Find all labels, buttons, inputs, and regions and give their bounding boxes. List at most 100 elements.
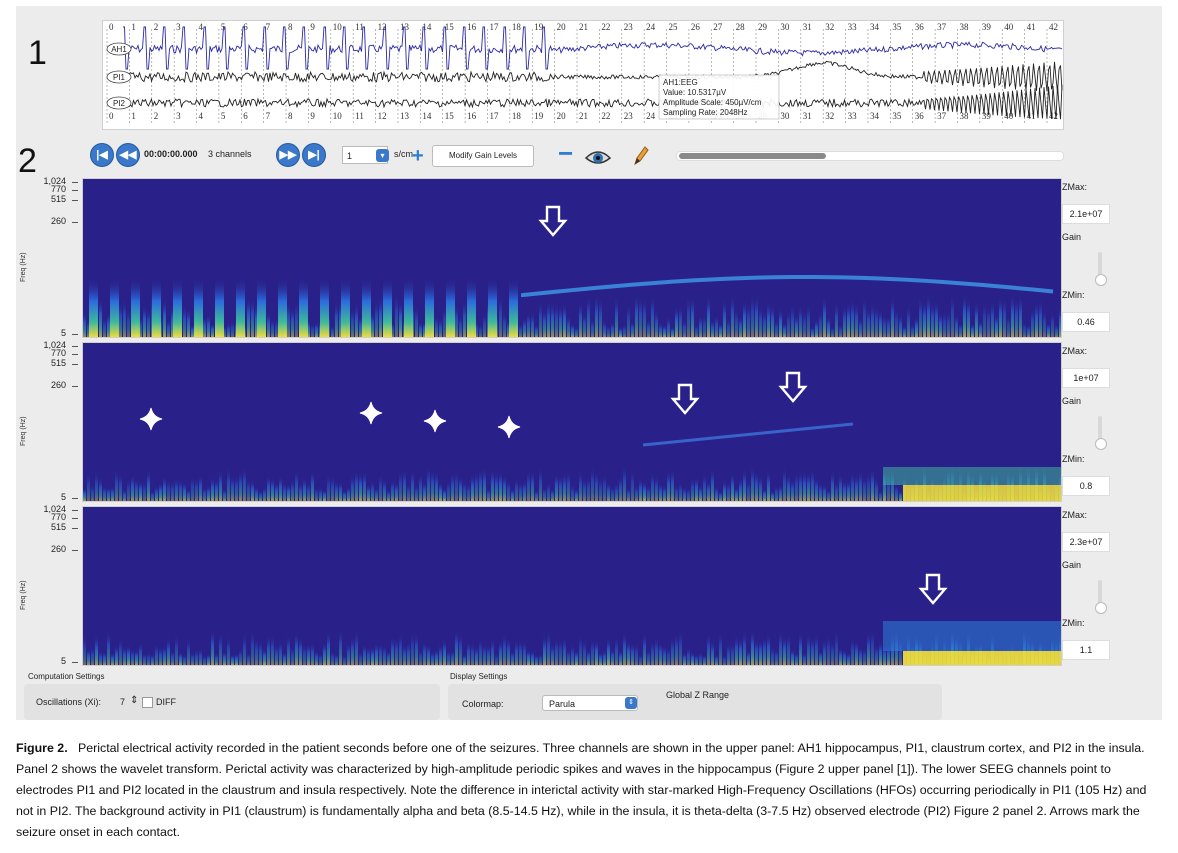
plus-icon[interactable]: + <box>412 145 424 167</box>
gain-slider[interactable] <box>1098 580 1102 610</box>
oscillations-value[interactable]: 7 <box>120 697 126 707</box>
skip-end-button[interactable]: ▶| <box>302 143 326 167</box>
gain-label: Gain <box>1062 232 1082 242</box>
zmax-field[interactable]: 2.1e+07 <box>1062 204 1110 224</box>
onset-arrow-icon <box>918 573 948 605</box>
second-tick-top: 17 <box>489 22 499 32</box>
second-tick-bottom: 23 <box>624 111 634 121</box>
svg-text:AH1:EEG: AH1:EEG <box>663 78 698 87</box>
minus-icon[interactable]: − <box>558 138 574 168</box>
second-tick-bottom: 20 <box>557 111 567 121</box>
svg-text:AH1: AH1 <box>111 45 127 54</box>
second-tick-top: 0 <box>109 22 114 32</box>
colormap-select[interactable]: Parula <box>542 695 638 711</box>
eeg-trace-pi2 <box>122 84 1063 120</box>
second-tick-bottom: 31 <box>803 111 812 121</box>
zmin-field[interactable]: 0.46 <box>1062 312 1110 332</box>
spectrogram-row-2: 1,024 770 515 260 5 Freq (Hz) ZMax: 1e+07 Gain ZM… <box>16 340 1162 502</box>
display-settings-panel: Colormap: Parula ⇕ Global Z Range <box>448 684 942 720</box>
freq-tick-label: 770 <box>50 512 66 522</box>
spectrogram-plot[interactable] <box>82 178 1062 338</box>
freq-tick-mark <box>72 662 78 663</box>
zmin-label: ZMin: <box>1062 290 1085 300</box>
second-tick-top: 24 <box>646 22 656 32</box>
diff-checkbox[interactable] <box>142 697 153 708</box>
computation-settings-title: Computation Settings <box>28 672 105 681</box>
second-tick-top: 2 <box>154 22 159 32</box>
zmin-label: ZMin: <box>1062 618 1085 628</box>
chevron-updown-icon[interactable]: ⇕ <box>625 697 637 709</box>
freq-tick-mark <box>72 190 78 191</box>
freq-axis: 1,024 770 515 260 5 Freq (Hz) <box>16 176 80 338</box>
eeg-trace-panel: 0 0 1 1 2 2 3 3 4 4 5 5 6 6 7 7 8 8 9 9 10 10 11 11 12 12 13 13 14 14… <box>102 20 1064 130</box>
fast-forward-button[interactable]: ▶▶ <box>276 143 300 167</box>
second-tick-top: 4 <box>199 22 204 32</box>
second-tick-top: 41 <box>1027 22 1036 32</box>
gain-slider[interactable] <box>1098 252 1102 282</box>
channel-label-ah1[interactable]: AH1 <box>106 42 132 56</box>
second-tick-top: 26 <box>691 22 701 32</box>
second-tick-top: 23 <box>624 22 634 32</box>
freq-tick-mark <box>72 498 78 499</box>
zmax-field[interactable]: 2.3e+07 <box>1062 532 1110 552</box>
freq-tick-mark <box>72 518 78 519</box>
pencil-icon[interactable] <box>631 144 649 166</box>
second-tick-bottom: 21 <box>579 111 588 121</box>
second-tick-bottom: 37 <box>937 111 947 121</box>
zmax-field[interactable]: 1e+07 <box>1062 368 1110 388</box>
channel-count: 3 channels <box>208 149 252 159</box>
svg-text:PI2: PI2 <box>113 99 126 108</box>
scroll-thumb[interactable] <box>679 153 826 159</box>
second-tick-bottom: 30 <box>780 111 790 121</box>
second-tick-bottom: 1 <box>131 111 136 121</box>
freq-tick-label: 1,024 <box>43 504 66 514</box>
freq-tick-label: 770 <box>50 184 66 194</box>
freq-tick-label: 1,024 <box>43 176 66 186</box>
settings-area: Computation Settings Display Settings Os… <box>16 670 1162 720</box>
second-tick-top: 42 <box>1049 22 1058 32</box>
zmin-field[interactable]: 1.1 <box>1062 640 1110 660</box>
svg-text:Amplitude Scale: 450µV/cm: Amplitude Scale: 450µV/cm <box>663 98 762 107</box>
gain-slider-knob[interactable] <box>1095 438 1107 450</box>
zmin-field[interactable]: 0.8 <box>1062 476 1110 496</box>
second-tick-top: 21 <box>579 22 588 32</box>
stepper-icon[interactable]: ⇕ <box>130 695 139 706</box>
second-tick-top: 40 <box>1004 22 1014 32</box>
spectrogram-row-3: 1,024 770 515 260 5 Freq (Hz) ZMax: 2.3e+07 Gain… <box>16 504 1162 666</box>
chevron-down-icon[interactable]: ▾ <box>376 149 389 162</box>
second-tick-bottom: 3 <box>176 111 181 121</box>
second-tick-top: 18 <box>512 22 522 32</box>
modify-gain-button[interactable]: Modify Gain Levels <box>432 145 534 167</box>
second-tick-top: 9 <box>310 22 315 32</box>
freq-tick-label: 5 <box>60 328 66 338</box>
channel-label-pi1[interactable]: PI1 <box>106 70 132 84</box>
timeline-scrollbar[interactable] <box>676 151 1064 161</box>
computation-settings-panel: Oscillations (Xi): 7 ⇕ DIFF <box>24 684 440 720</box>
panel-label-2: 2 <box>18 142 37 180</box>
eye-icon[interactable] <box>584 146 612 166</box>
zmax-label: ZMax: <box>1062 510 1088 520</box>
gain-slider-knob[interactable] <box>1095 602 1107 614</box>
channel-label-pi2[interactable]: PI2 <box>106 96 132 110</box>
diff-label: DIFF <box>156 697 176 707</box>
spectrogram-plot[interactable] <box>82 506 1062 666</box>
skip-start-button[interactable]: |◀ <box>90 143 114 167</box>
eeg-traces: 0011223344556677889910101111121213131414… <box>106 22 1063 125</box>
spectrogram-plot[interactable] <box>82 342 1062 502</box>
gain-slider[interactable] <box>1098 416 1102 446</box>
display-settings-title: Display Settings <box>450 672 508 681</box>
spectrogram-row-1: 1,024 770 515 260 5 Freq (Hz) ZMax: 2.1e+07 Gain… <box>16 176 1162 338</box>
second-tick-top: 37 <box>937 22 947 32</box>
second-tick-top: 16 <box>467 22 477 32</box>
second-tick-top: 10 <box>333 22 343 32</box>
rewind-button[interactable]: ◀◀ <box>116 143 140 167</box>
second-tick-top: 14 <box>422 22 432 32</box>
second-tick-top: 34 <box>870 22 880 32</box>
freq-tick-label: 260 <box>50 380 66 390</box>
gain-slider-knob[interactable] <box>1095 274 1107 286</box>
freq-tick-mark <box>72 200 78 201</box>
eeg-trace-ah1 <box>123 26 1063 70</box>
hfo-star-icon <box>423 409 447 433</box>
second-tick-bottom: 18 <box>512 111 522 121</box>
